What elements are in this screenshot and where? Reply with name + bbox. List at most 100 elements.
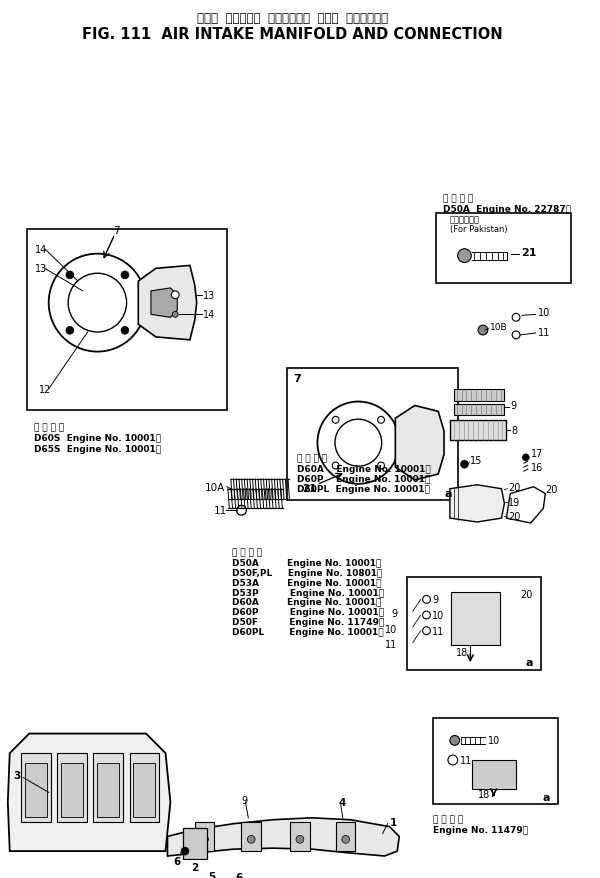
Bar	[195, 822, 214, 851]
Text: 4: 4	[339, 797, 346, 807]
Circle shape	[236, 506, 247, 515]
Text: 17: 17	[530, 449, 543, 459]
Circle shape	[66, 271, 74, 279]
Text: D50F          Engine No. 11749～: D50F Engine No. 11749～	[232, 617, 384, 626]
Text: 適 用 号 機: 適 用 号 機	[232, 548, 262, 557]
Text: パキスタン向: パキスタン向	[450, 215, 480, 224]
Text: 11: 11	[460, 755, 472, 765]
Text: 10: 10	[385, 624, 397, 634]
Polygon shape	[138, 266, 197, 341]
Text: 適 用 号 機: 適 用 号 機	[443, 194, 473, 203]
Text: 20: 20	[520, 589, 532, 599]
Bar	[25, 763, 47, 817]
Text: D60P          Engine No. 10001～: D60P Engine No. 10001～	[232, 608, 384, 616]
Text: 10: 10	[538, 308, 550, 318]
Text: 7: 7	[293, 374, 301, 384]
Circle shape	[422, 627, 430, 635]
Polygon shape	[395, 406, 444, 480]
Text: FIG. 111  AIR INTAKE MANIFOLD AND CONNECTION: FIG. 111 AIR INTAKE MANIFOLD AND CONNECT…	[82, 27, 502, 42]
Circle shape	[121, 327, 129, 335]
Bar	[287, 369, 458, 500]
Text: 18: 18	[478, 789, 490, 799]
Text: 20: 20	[545, 484, 557, 494]
Bar	[58, 753, 86, 822]
Text: 15: 15	[470, 456, 482, 465]
Bar	[472, 760, 516, 789]
Bar	[450, 421, 506, 440]
Text: 5: 5	[209, 871, 216, 878]
Text: 14: 14	[35, 244, 47, 255]
Circle shape	[172, 291, 179, 299]
Bar	[454, 404, 505, 416]
Text: 9: 9	[433, 594, 439, 605]
Text: D50A         Engine No. 10001～: D50A Engine No. 10001～	[232, 558, 381, 567]
Text: D50F,PL     Engine No. 10801～: D50F,PL Engine No. 10801～	[232, 568, 382, 578]
Text: D60A         Engine No. 10001～: D60A Engine No. 10001～	[232, 598, 381, 607]
Text: 9: 9	[510, 401, 517, 411]
Text: 11: 11	[385, 640, 397, 650]
Bar	[436, 213, 571, 284]
Text: 3: 3	[14, 770, 21, 780]
Text: D65S  Engine No. 10001～: D65S Engine No. 10001～	[34, 444, 161, 453]
Circle shape	[208, 861, 217, 871]
Text: 21: 21	[302, 483, 316, 493]
Text: 19: 19	[508, 498, 521, 507]
Text: (For Pakistan): (For Pakistan)	[450, 225, 508, 234]
Text: D60S  Engine No. 10001～: D60S Engine No. 10001～	[34, 434, 161, 443]
Polygon shape	[167, 818, 399, 856]
Bar	[61, 763, 83, 817]
Bar	[133, 763, 155, 817]
Text: Engine No. 11479～: Engine No. 11479～	[433, 824, 529, 834]
Text: 11: 11	[433, 626, 445, 636]
Bar	[407, 577, 541, 670]
Circle shape	[342, 836, 350, 843]
Text: 14: 14	[203, 310, 215, 320]
Circle shape	[458, 249, 471, 263]
Bar	[241, 822, 261, 851]
Text: 9: 9	[241, 795, 248, 805]
Circle shape	[461, 461, 469, 469]
Text: 適 用 号 機: 適 用 号 機	[34, 422, 64, 432]
Circle shape	[296, 836, 304, 843]
Circle shape	[235, 862, 242, 870]
Text: 10: 10	[433, 610, 445, 621]
Bar	[130, 753, 159, 822]
Text: 11: 11	[538, 327, 550, 338]
Circle shape	[121, 271, 129, 279]
Bar	[27, 230, 227, 411]
Bar	[451, 592, 500, 645]
Circle shape	[512, 332, 520, 340]
Bar	[22, 753, 50, 822]
Text: 20: 20	[508, 512, 521, 522]
Text: 13: 13	[203, 291, 215, 300]
Circle shape	[478, 326, 488, 335]
Text: 18: 18	[456, 648, 468, 658]
Circle shape	[512, 314, 520, 322]
Text: D53A         Engine No. 10001～: D53A Engine No. 10001～	[232, 579, 381, 587]
Text: 10A: 10A	[205, 482, 225, 493]
Circle shape	[523, 455, 529, 461]
Polygon shape	[151, 289, 177, 318]
Text: 10B: 10B	[490, 322, 508, 331]
Text: 12: 12	[39, 385, 52, 394]
Text: 1: 1	[389, 817, 397, 827]
Polygon shape	[450, 486, 505, 522]
Text: a: a	[444, 488, 452, 498]
Text: 9: 9	[391, 608, 397, 618]
Text: 6: 6	[235, 872, 242, 878]
Text: 20: 20	[508, 482, 521, 493]
Bar	[433, 718, 558, 804]
Circle shape	[181, 847, 189, 855]
Text: エアー  インテーク  マニホールド  および  コネクション: エアー インテーク マニホールド および コネクション	[197, 11, 388, 25]
Circle shape	[422, 611, 430, 619]
Text: 11: 11	[214, 506, 227, 515]
Circle shape	[422, 596, 430, 603]
Text: D60PL        Engine No. 10001～: D60PL Engine No. 10001～	[232, 627, 383, 636]
Text: 7: 7	[113, 226, 120, 236]
Text: 8: 8	[511, 426, 517, 435]
Text: 21: 21	[521, 248, 536, 257]
Text: 2: 2	[191, 862, 198, 872]
Text: D53P          Engine No. 10001～: D53P Engine No. 10001～	[232, 588, 384, 597]
Text: D50A  Engine No. 22787～: D50A Engine No. 22787～	[443, 205, 571, 213]
Circle shape	[172, 312, 178, 318]
